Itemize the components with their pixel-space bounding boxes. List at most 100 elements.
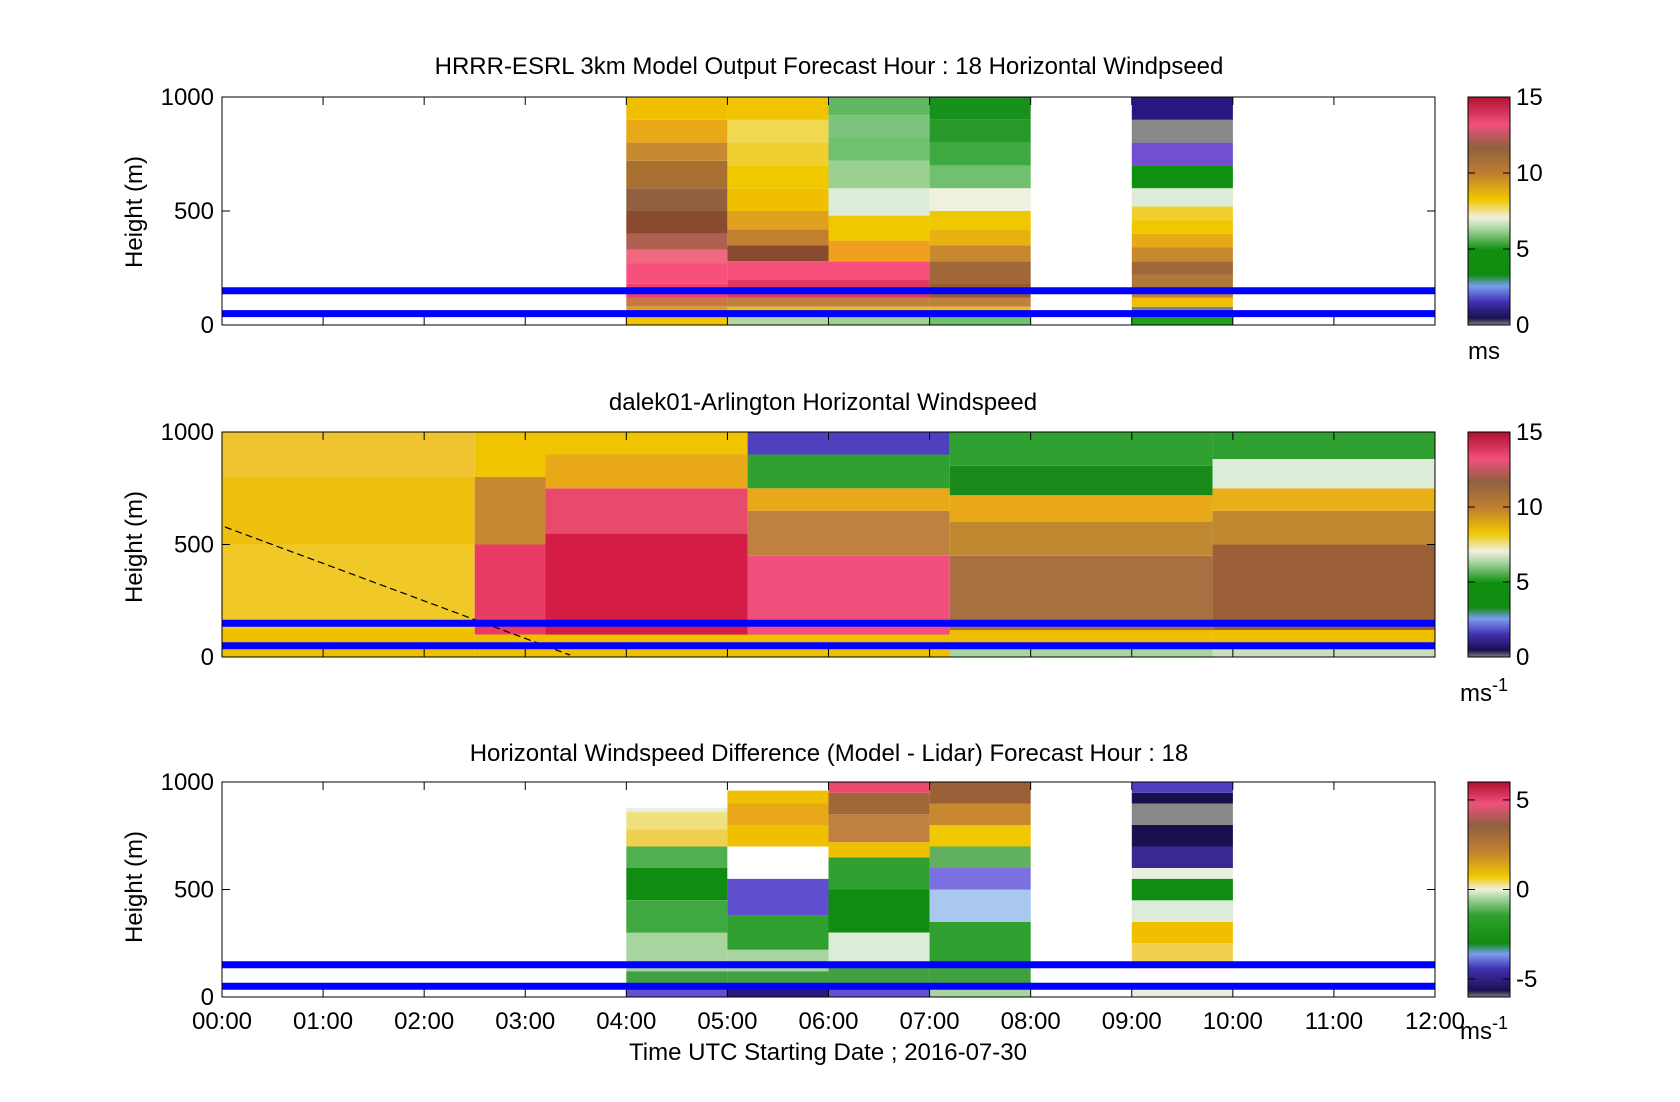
heatmap-cell [828, 814, 930, 843]
heatmap-cell [828, 857, 930, 890]
heatmap-cell [1131, 206, 1233, 221]
panel-2-colorbar-unit: ms-1 [1460, 675, 1508, 707]
heatmap-cell [1131, 142, 1233, 166]
heatmap-cell [626, 188, 728, 211]
x-tick-label: 08:00 [1001, 1008, 1061, 1035]
heatmap-cell [828, 261, 930, 280]
heatmap-cell [1131, 900, 1233, 922]
panel-3-overlay-lines [222, 961, 1435, 990]
x-axis-label: Time UTC Starting Date ; 2016-07-30 [629, 1039, 1027, 1066]
heatmap-cell [929, 315, 1031, 325]
heatmap-cell [1131, 878, 1233, 901]
heatmap-cell [545, 454, 748, 489]
heatmap-cell [929, 964, 1031, 985]
heatmap-cell [727, 245, 829, 262]
heatmap-cell [626, 807, 728, 813]
panel-1-colorbar [1467, 96, 1511, 326]
heatmap-cell [929, 188, 1031, 211]
heatmap-cell [727, 315, 829, 325]
heatmap-cell [828, 842, 930, 858]
heatmap-cell [1131, 943, 1233, 965]
heatmap-cell [626, 97, 728, 120]
panel-2-colorbar [1467, 431, 1511, 658]
y-tick-label: 1000 [161, 769, 214, 796]
heatmap-cell [929, 297, 1031, 307]
heatmap-cell [929, 142, 1031, 166]
heatmap-cell [747, 454, 950, 489]
panel-3-colorbar-ticks: -5 0 5 [1468, 787, 1537, 993]
panel-1-colorbar-unit: ms [1468, 338, 1500, 365]
y-tick-label: 1000 [161, 419, 214, 446]
heatmap-cell [727, 915, 829, 950]
heatmap-cell [929, 825, 1031, 847]
colorbar-tick-label: 10 [1516, 494, 1543, 521]
heatmap-cell [747, 432, 950, 455]
heatmap-cell [929, 245, 1031, 262]
panel-2-y-ticks: 0 500 1000 [161, 419, 1435, 671]
x-tick-label: 00:00 [192, 1008, 252, 1035]
heatmap-cell [727, 297, 829, 307]
heatmap-cell [626, 263, 728, 284]
heatmap-cell [727, 790, 829, 804]
colorbar-tick-label: 0 [1516, 312, 1529, 339]
heatmap-cell [929, 211, 1031, 230]
heatmap-cell [727, 188, 829, 211]
heatmap-cell [545, 432, 748, 455]
panel-2-ylabel: Height (m) [121, 491, 148, 603]
heatmap-cell [626, 971, 728, 985]
heatmap-cell [949, 522, 1213, 556]
panel-1-colorbar-ticks: 0 5 10 15 [1468, 84, 1543, 339]
heatmap-cell [929, 803, 1031, 825]
colorbar-tick-label: -5 [1516, 966, 1537, 993]
heatmap-cell [1212, 432, 1435, 459]
heatmap-cell [1131, 782, 1233, 793]
heatmap-cell [474, 544, 546, 635]
heatmap-cell [1131, 964, 1233, 987]
colorbar-tick-label: 15 [1516, 419, 1543, 446]
panel-3-title: Horizontal Windspeed Difference (Model -… [470, 740, 1189, 767]
heatmap-cell [828, 932, 930, 965]
panel-lidar-windspeed: dalek01-Arlington Horizontal Windspeed H… [121, 389, 1543, 707]
heatmap-cell [929, 889, 1031, 922]
colorbar-tick-label: 5 [1516, 787, 1529, 814]
x-tick-label: 02:00 [394, 1008, 454, 1035]
heatmap-cell [1131, 825, 1233, 847]
heatmap-cell [1131, 188, 1233, 207]
heatmap-cell [727, 229, 829, 246]
heatmap-cell [929, 868, 1031, 890]
panel-2-x-ticks [221, 432, 1436, 657]
heatmap-cell [1212, 544, 1435, 630]
heatmap-cell [474, 432, 546, 477]
y-tick-label: 500 [174, 877, 214, 904]
heatmap-cell [626, 249, 728, 264]
x-tick-label: 10:00 [1203, 1008, 1263, 1035]
panel-1-x-ticks [221, 97, 1436, 325]
x-tick-label: 04:00 [596, 1008, 656, 1035]
colorbar-tick-label: 15 [1516, 84, 1543, 111]
heatmap-cell [626, 142, 728, 161]
heatmap-cell [626, 846, 728, 868]
heatmap-cell [1131, 165, 1233, 189]
heatmap-cell [1131, 803, 1233, 825]
heatmap-cell [1131, 220, 1233, 234]
panel-difference: Horizontal Windspeed Difference (Model -… [121, 740, 1537, 1045]
heatmap-cell [727, 261, 829, 280]
heatmap-cell [1212, 459, 1435, 489]
heatmap-cell [1131, 233, 1233, 248]
panel-3-x-ticks [221, 782, 1436, 997]
heatmap-cell [828, 160, 930, 189]
panel-1-ylabel: Height (m) [121, 156, 148, 268]
panel-3-colorbar-unit: ms-1 [1460, 1013, 1508, 1045]
heatmap-cell [747, 510, 950, 556]
heatmap-cell [828, 792, 930, 815]
heatmap-cell [929, 846, 1031, 868]
heatmap-cell [727, 211, 829, 230]
heatmap-cell [929, 97, 1031, 120]
y-tick-label: 0 [201, 644, 214, 671]
x-tick-label: 12:00 [1405, 1008, 1465, 1035]
heatmap-cell [949, 432, 1213, 466]
heatmap-cell [949, 495, 1213, 522]
heatmap-cell [828, 782, 930, 793]
heatmap-cell [222, 432, 475, 477]
